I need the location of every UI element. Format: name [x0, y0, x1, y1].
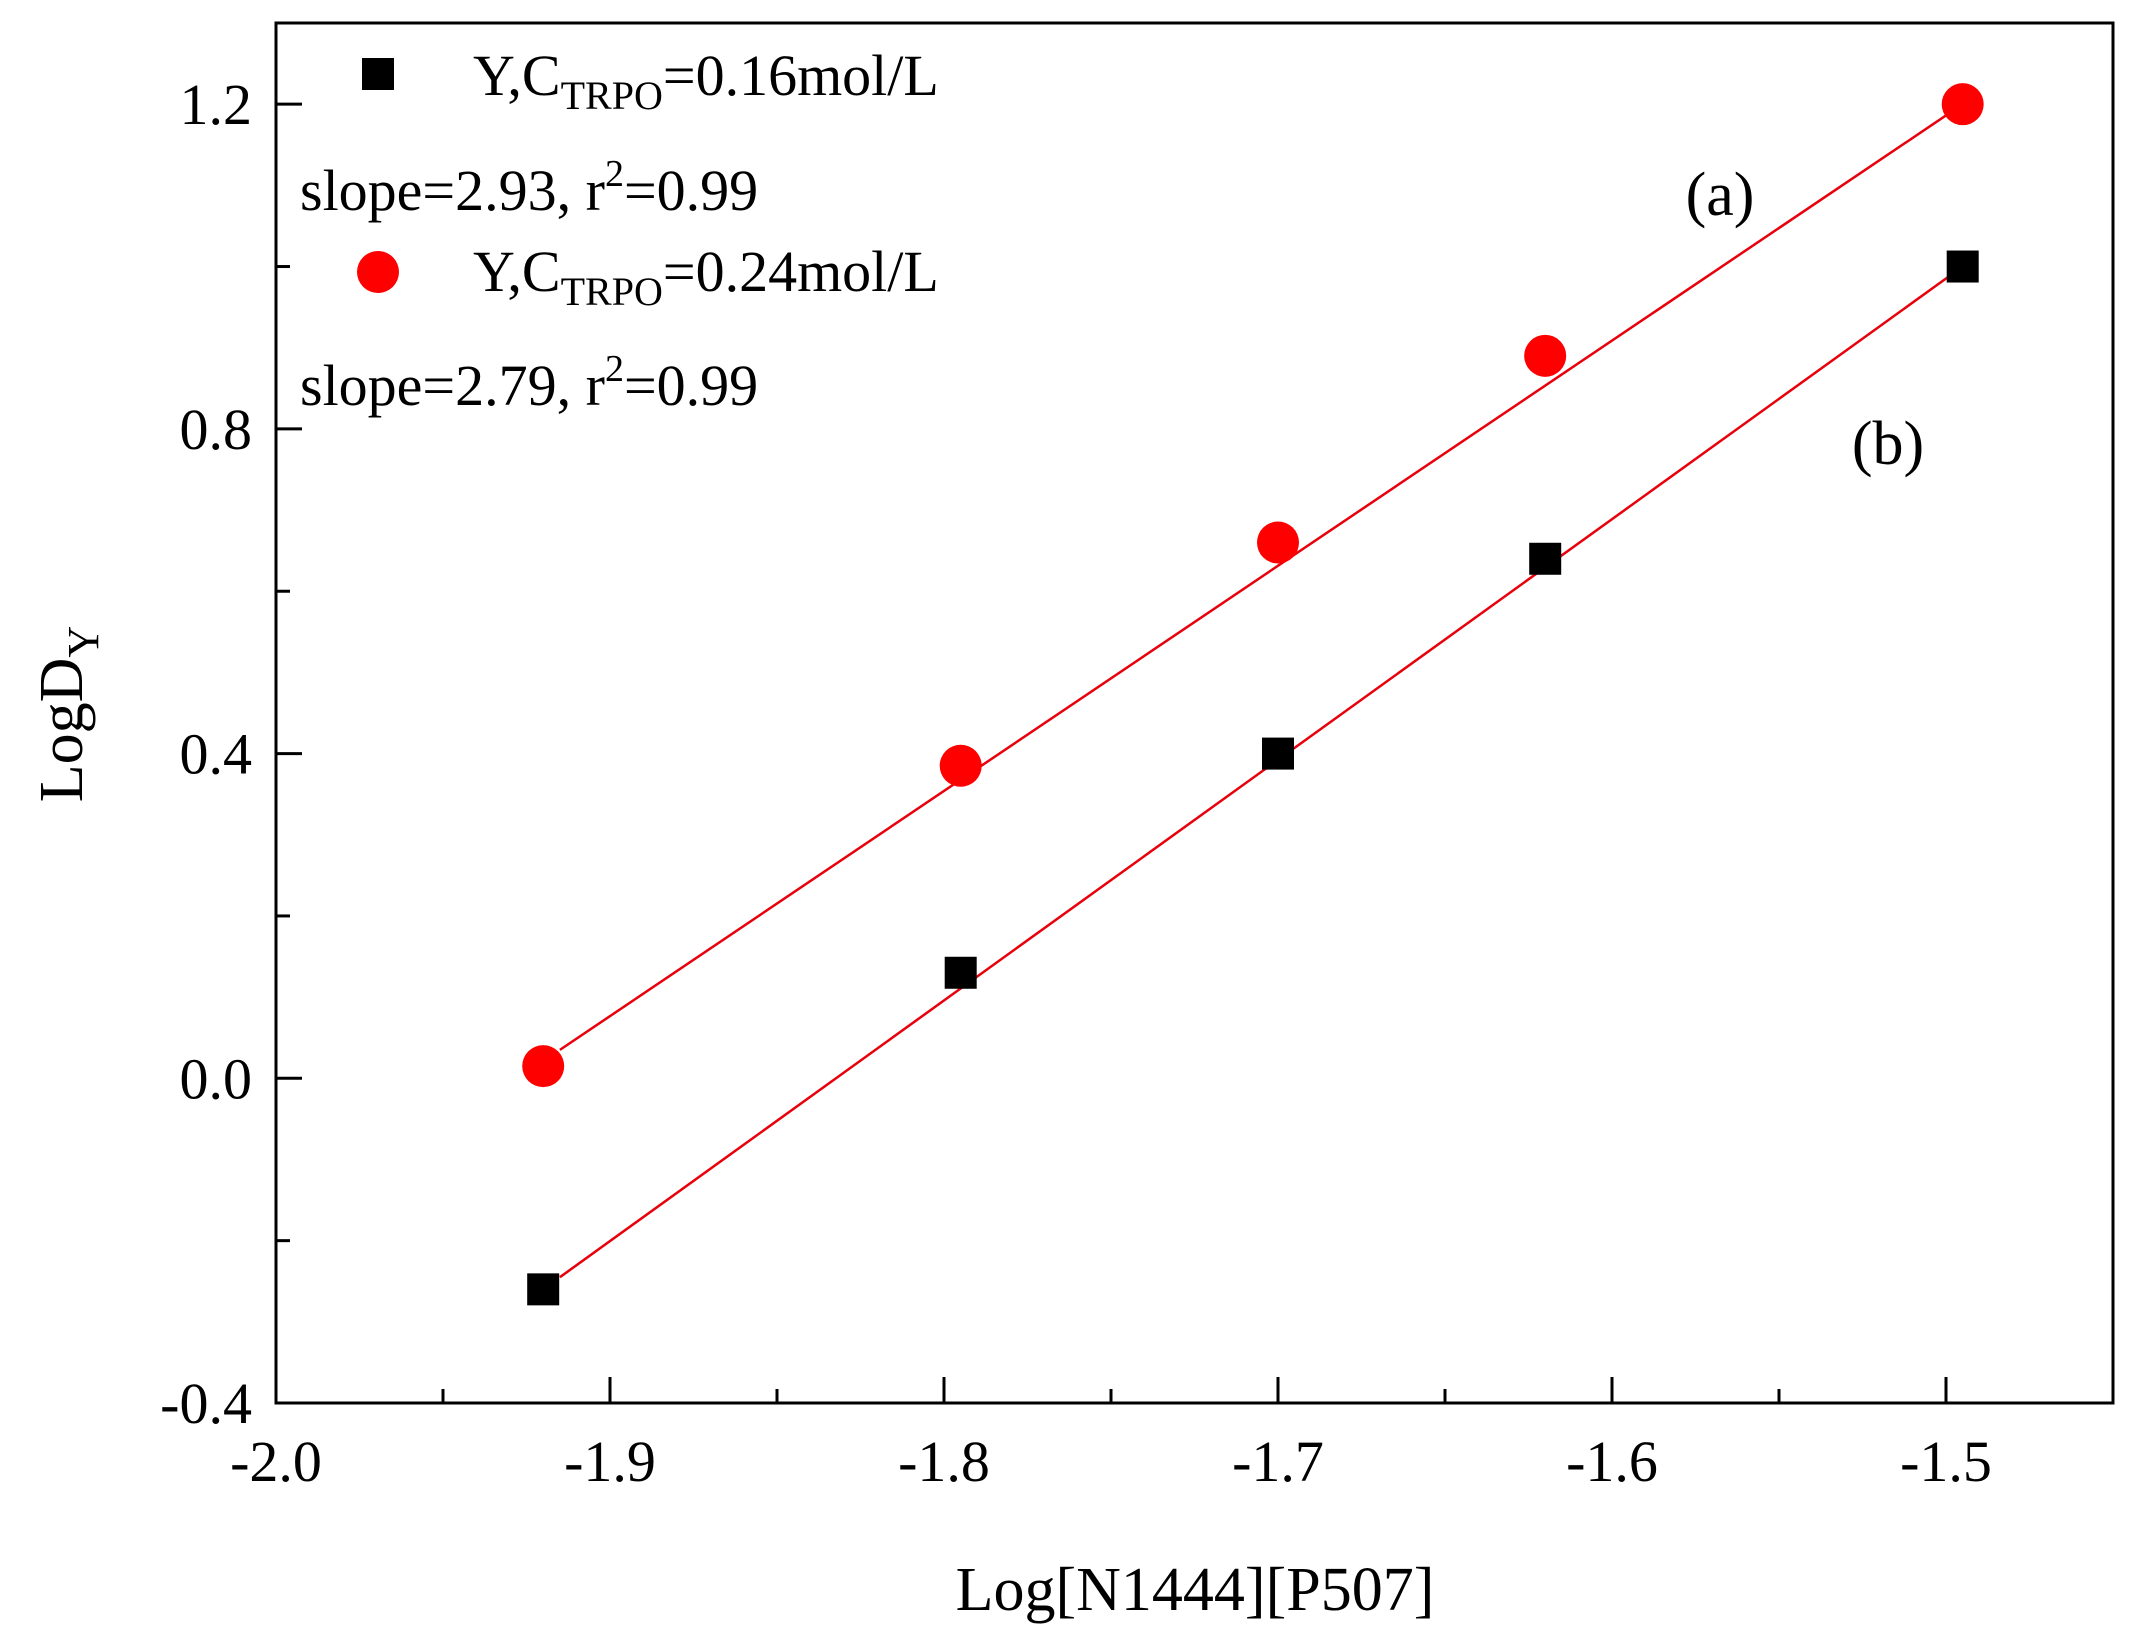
x-tick-label: -1.9	[564, 1429, 656, 1494]
fit-stats-a: slope=2.79, r2=0.99	[300, 348, 758, 418]
data-point-a	[522, 1045, 565, 1088]
data-point-b	[1946, 250, 1979, 283]
legend-square-icon	[362, 58, 394, 90]
data-point-b	[1262, 737, 1294, 770]
x-axis: -2.0 -1.9 -1.8 -1.7 -1.6 -1.5	[230, 1377, 2115, 1494]
x-tick-label: -1.5	[1900, 1429, 1992, 1494]
y-tick-label: 0.0	[180, 1046, 253, 1111]
fit-stats-b: slope=2.93, r2=0.99	[300, 153, 758, 223]
data-point-a	[1941, 83, 1984, 126]
x-tick-label: -2.0	[230, 1429, 322, 1494]
x-tick-label: -1.7	[1232, 1429, 1324, 1494]
y-axis-title: LogDY	[28, 626, 108, 802]
fit-line-a	[559, 103, 1964, 1051]
data-point-a	[939, 744, 982, 787]
x-axis-title: Log[N1444][P507]	[956, 1556, 1435, 1624]
curve-label-b: (b)	[1852, 410, 1924, 478]
x-tick-label: -1.6	[1566, 1429, 1658, 1494]
fit-lines	[559, 103, 1964, 1279]
data-point-a	[1524, 334, 1567, 377]
legend: Y,CTRPO=0.16mol/L slope=2.93, r2=0.99 Y,…	[300, 43, 939, 418]
y-tick-label: 0.4	[180, 722, 253, 787]
legend-circle-icon	[357, 251, 399, 293]
y-tick-label: -0.4	[160, 1371, 252, 1436]
fit-line-b	[559, 265, 1964, 1279]
legend-entry-a: Y,CTRPO=0.24mol/L	[473, 239, 939, 314]
data-point-a	[1257, 521, 1299, 564]
plot-frame	[274, 21, 2115, 1405]
y-tick-label: 1.2	[180, 72, 253, 137]
y-tick-label: 0.8	[180, 397, 253, 462]
legend-entry-b: Y,CTRPO=0.16mol/L	[473, 43, 939, 118]
y-axis: -0.4 0.0 0.4 0.8 1.2	[160, 72, 302, 1436]
data-point-b	[1529, 542, 1562, 575]
data-point-b	[944, 956, 977, 989]
data-markers	[522, 83, 1984, 1306]
curve-label-a: (a)	[1686, 161, 1755, 229]
data-point-b	[527, 1273, 560, 1306]
x-tick-label: -1.8	[898, 1429, 990, 1494]
